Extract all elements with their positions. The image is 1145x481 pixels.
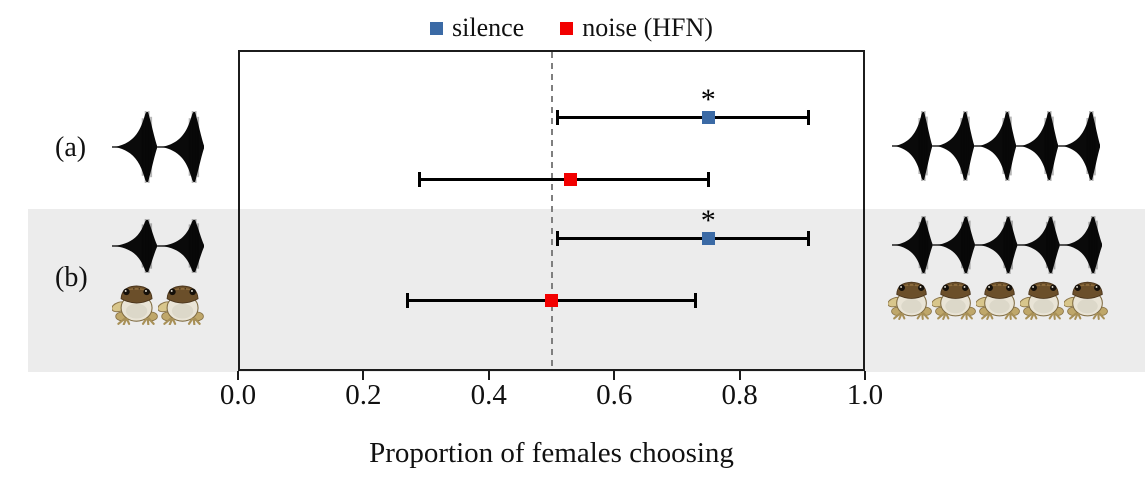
x-tick-label: 0.4 [470,379,507,411]
upper-ci-cap-silence-row-b [807,230,811,246]
upper-ci-cap-noise-row-b [694,292,698,308]
row-label-b: (b) [55,262,88,293]
frog-icon [1063,276,1109,325]
lower-ci-cap-noise-row-b [405,292,409,308]
x-tick-label: 0.0 [219,379,257,411]
row-label-a: (a) [55,132,87,163]
lower-ci-cap-silence-row-a [556,109,560,125]
error-bar-silence-row-a [557,115,809,119]
x-tick-label: 0.2 [345,379,382,411]
lower-ci-cap-silence-row-b [556,230,560,246]
frog-icon [975,276,1021,325]
five-pulse-call-waveform-icon [892,212,1102,279]
x-tick [613,371,616,380]
x-tick [362,371,365,380]
x-tick-label: 1.0 [846,379,884,411]
noise-swatch-icon [560,21,574,35]
legend-label-noise: noise (HFN) [582,13,713,42]
legend-item-silence: silence [430,13,524,43]
legend-label-silence: silence [452,13,525,42]
frog-icon [931,276,977,325]
error-bar-silence-row-b [557,236,809,240]
x-tick [237,371,239,380]
mean-marker-silence-row-a [701,110,715,124]
frog-icon [157,280,205,330]
x-tick-label: 0.6 [596,379,633,411]
x-tick [487,371,490,380]
legend: silence noise (HFN) [430,13,713,43]
lower-ci-cap-noise-row-a [418,171,422,187]
x-tick [738,371,741,380]
frog-icon [1019,276,1065,325]
frog-icon [111,280,159,330]
x-axis-title: Proportion of females choosing [369,437,734,469]
significance-asterisk-silence-row-b: * [700,204,716,237]
five-frogs-icon [887,276,1109,325]
mean-marker-noise-row-b [545,293,558,307]
two-pulse-call-waveform-icon [112,106,204,188]
silence-swatch-icon [430,21,443,35]
mean-marker-silence-row-b [701,231,715,245]
five-pulse-call-waveform-icon [892,106,1100,186]
x-tick-label: 0.8 [721,379,758,411]
x-tick [864,371,866,380]
two-pulse-call-waveform-icon [112,215,204,278]
plot-area [238,50,865,371]
significance-asterisk-silence-row-a: * [700,83,716,116]
two-frogs-icon [111,280,205,330]
frog-icon [887,276,933,325]
legend-item-noise: noise (HFN) [560,13,713,43]
chance-reference-line [551,52,553,369]
upper-ci-cap-noise-row-a [706,171,710,187]
upper-ci-cap-silence-row-a [807,109,811,125]
mean-marker-noise-row-a [563,172,577,186]
